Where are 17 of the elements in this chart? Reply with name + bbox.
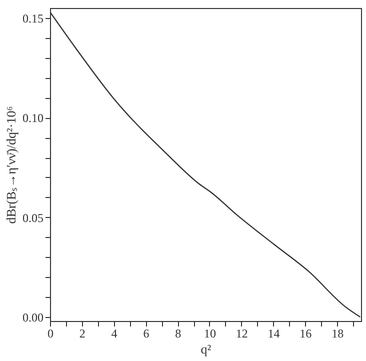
x-tick-label: 0: [48, 326, 54, 340]
x-tick-label: 10: [204, 326, 216, 340]
y-axis-title: dBr(Bₛ→η′νν̄)/dq²·10⁶: [4, 106, 18, 224]
x-tick-label: 14: [268, 326, 280, 340]
y-tick-label: 0.10: [22, 111, 44, 126]
y-tick-label: 0.00: [22, 310, 44, 325]
y-tick-label: 0.05: [22, 210, 44, 225]
x-tick-label: 12: [236, 326, 248, 340]
x-tick-label: 18: [332, 326, 344, 340]
x-tick-label: 6: [143, 326, 150, 340]
x-tick-label: 2: [79, 326, 86, 340]
x-tick-label: 4: [111, 326, 118, 340]
x-tick-label: 16: [300, 326, 312, 340]
line-series: [50, 11, 361, 318]
x-axis-title: q²: [200, 342, 212, 356]
y-tick-label: 0.15: [22, 11, 44, 26]
x-tick-label: 8: [175, 326, 182, 340]
